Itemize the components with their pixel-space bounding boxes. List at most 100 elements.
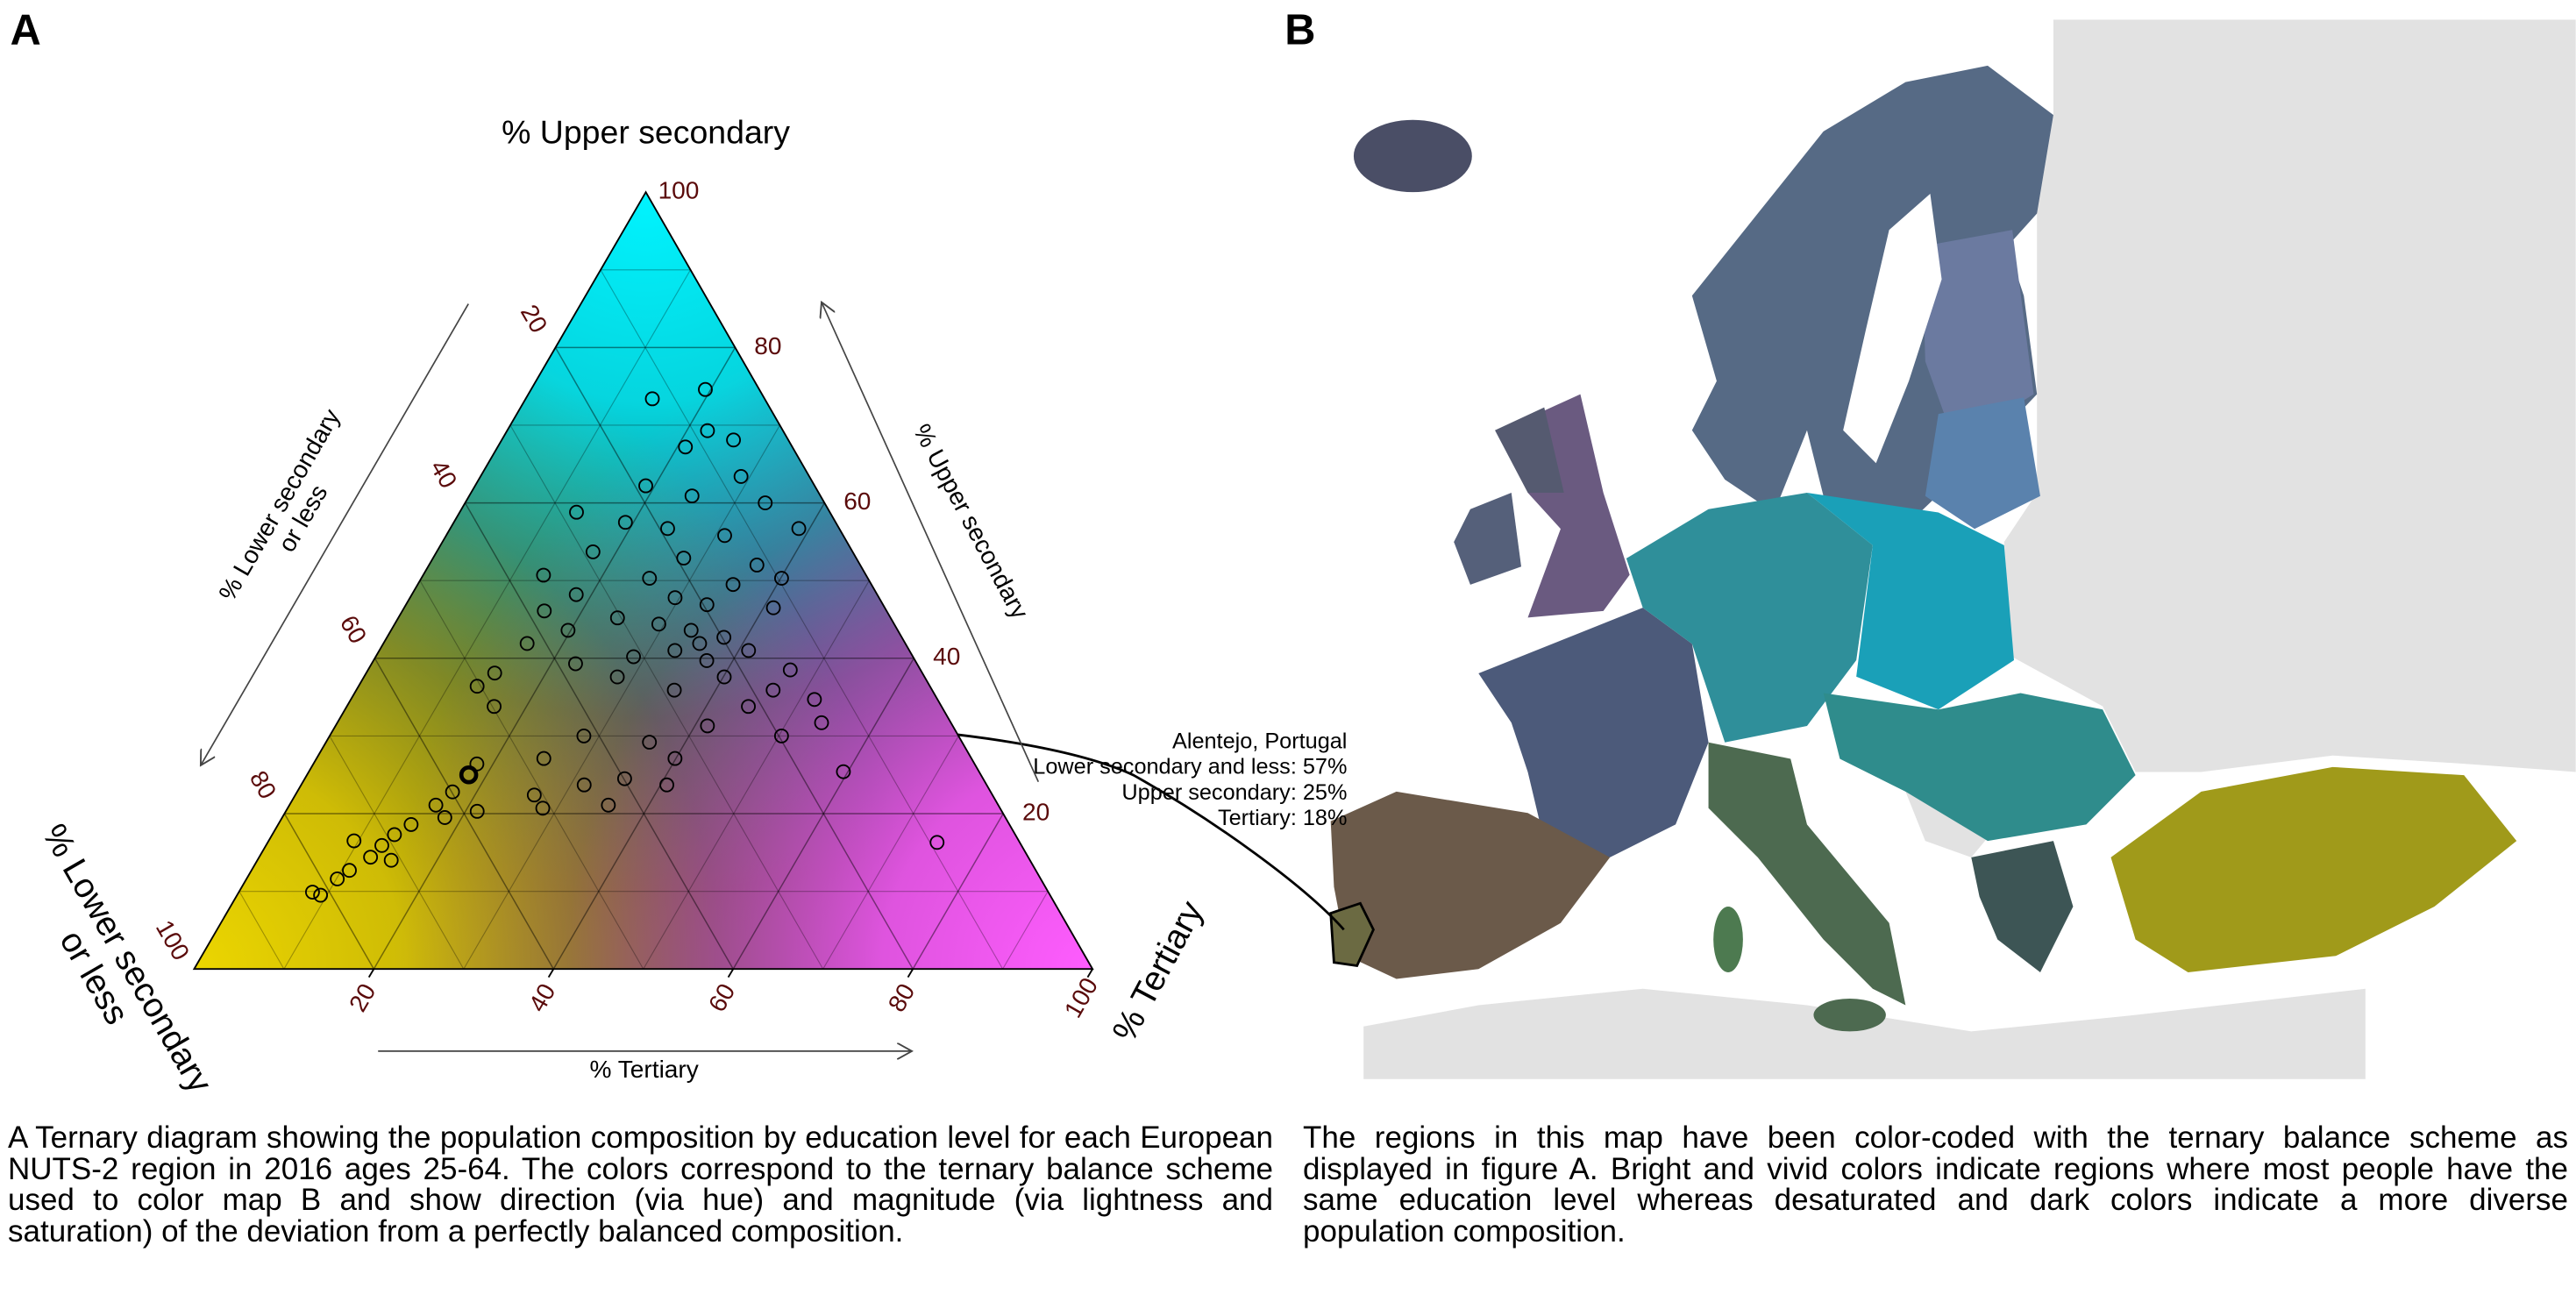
annotation: Lower secondary and less: 57% (1033, 755, 1347, 779)
data-point (638, 478, 653, 494)
data-point (536, 751, 551, 766)
tick-mark (727, 968, 735, 978)
data-point (469, 803, 485, 819)
grid-line (732, 658, 914, 970)
axis-title: % Tertiary (1105, 894, 1211, 1048)
data-point (667, 590, 683, 606)
tick-label: 80 (754, 332, 781, 359)
data-point (304, 885, 320, 900)
data-point (330, 871, 345, 886)
data-point (699, 597, 715, 613)
tick-label: 40 (425, 455, 462, 493)
data-point (733, 469, 749, 484)
grid-line (463, 424, 780, 970)
map-region (1478, 608, 1709, 857)
tick-label: 60 (703, 979, 740, 1017)
grid-line (509, 424, 824, 970)
data-point (716, 669, 732, 685)
data-point (535, 800, 551, 816)
caption: A Ternary diagram showing the population… (8, 1120, 1273, 1249)
annotation: Tertiary: 18% (1218, 806, 1347, 830)
data-point (576, 728, 592, 743)
grid-line (554, 347, 914, 970)
tick-mark (907, 968, 914, 978)
data-point (568, 656, 583, 672)
data-point (660, 521, 675, 537)
data-point (666, 682, 682, 698)
data-point (700, 423, 715, 438)
grid-line (419, 580, 644, 970)
data-point (717, 528, 732, 544)
map-region (2110, 766, 2517, 972)
data-point (725, 577, 741, 593)
data-point (537, 603, 552, 619)
data-point (487, 665, 502, 681)
map-region (1925, 397, 2040, 530)
data-point (791, 521, 807, 537)
tick-label: 80 (245, 766, 281, 804)
grid-line (552, 502, 826, 970)
map-region (1329, 901, 1375, 968)
data-point (929, 835, 945, 850)
map-region (1971, 841, 2074, 972)
data-point (773, 571, 789, 586)
data-point (782, 662, 798, 678)
annotation: Upper secondary: 25% (1121, 780, 1347, 805)
data-point (560, 622, 576, 638)
data-point (667, 643, 683, 658)
data-point (667, 751, 683, 766)
data-point (642, 735, 658, 750)
map-region (1708, 742, 1906, 1006)
data-point (609, 610, 625, 626)
data-point (692, 636, 708, 651)
grid-line (374, 658, 554, 970)
data-point (403, 816, 419, 832)
data-point (617, 515, 633, 530)
tick-label: 20 (1022, 798, 1050, 825)
data-point (726, 432, 742, 448)
grid-line (283, 813, 374, 970)
tick-label: 60 (335, 611, 372, 649)
data-point (536, 567, 551, 583)
data-point (741, 699, 756, 715)
grid-line (1002, 891, 1049, 970)
data-point (626, 649, 642, 665)
data-point (383, 852, 399, 868)
data-point (487, 699, 502, 715)
data-point (684, 488, 700, 504)
data-point (644, 391, 660, 407)
grid-line (600, 269, 1004, 970)
map-region (1823, 693, 2136, 842)
data-point (526, 787, 542, 803)
tick-mark (547, 968, 555, 978)
data-point (678, 439, 694, 455)
axis-title: % Upper secondary (502, 113, 790, 150)
data-point (741, 643, 757, 658)
data-point (363, 850, 379, 865)
map-region (1813, 998, 1886, 1032)
data-point (576, 777, 592, 793)
data-point (698, 381, 713, 397)
grid-line (464, 502, 734, 970)
data-point (437, 810, 452, 825)
non-eu-land (1363, 988, 2366, 1079)
ternary-plot: 20 20 20 40 40 40 60 60 60 80 80 80 100 100 100 Alentej… (35, 113, 1348, 1099)
tick-label: 40 (523, 979, 560, 1017)
data-point (659, 777, 674, 793)
map-region (1495, 407, 1564, 493)
panel-label: A (11, 6, 41, 53)
data-point (651, 616, 666, 632)
data-point (428, 797, 444, 813)
data-point (342, 863, 357, 879)
data-point (773, 728, 789, 743)
annotation: Alentejo, Portugal (1172, 729, 1347, 753)
map-region (1713, 907, 1743, 972)
data-point (609, 669, 625, 685)
grid-line (822, 736, 959, 970)
map-region (1353, 119, 1472, 193)
data-point (346, 833, 362, 849)
data-point (700, 718, 715, 734)
data-point (765, 600, 781, 615)
